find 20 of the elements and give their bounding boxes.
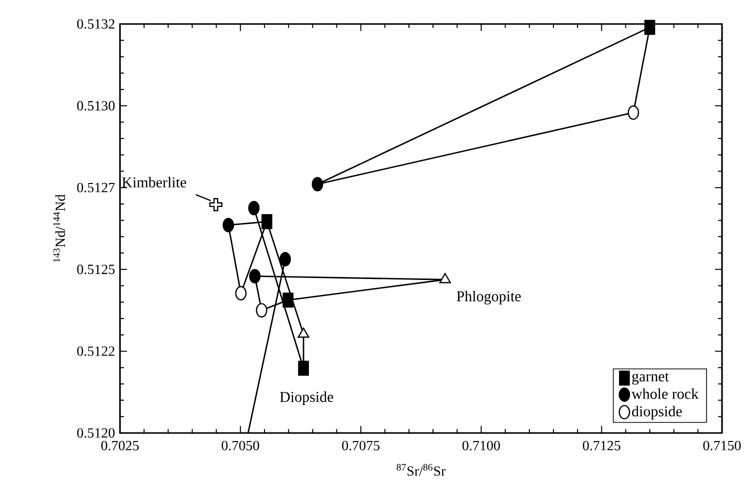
y-axis-title: $^{143}$Nd/$^{144}$Nd <box>53 194 66 262</box>
annotation: Phlogopite <box>456 290 521 304</box>
legend-label: whole rock <box>632 388 699 399</box>
x-tick-label: 0.7075 <box>342 440 380 450</box>
y-tick-label: 0.5122 <box>77 346 114 356</box>
x-tick-label: 0.7150 <box>703 440 741 450</box>
y-tick-label: 0.5130 <box>77 101 115 111</box>
x-tick-label: 0.7100 <box>462 440 500 450</box>
legend-label: diopside <box>632 406 682 420</box>
x-tick-label: 0.7025 <box>101 440 139 450</box>
annotation: Kimberlite <box>122 176 186 188</box>
y-tick-label: 0.5120 <box>77 428 115 438</box>
y-tick-label: 0.5125 <box>77 264 115 274</box>
annotation: Diopside <box>280 391 334 406</box>
x-tick-label: 0.7125 <box>582 440 620 450</box>
y-tick-label: 0.5127 <box>77 182 115 192</box>
x-axis-title: $^{87}$Sr/$^{86}$Sr <box>396 464 446 476</box>
y-tick-label: 0.5132 <box>77 19 114 29</box>
legend-label: garnet <box>632 372 669 385</box>
x-tick-label: 0.7050 <box>222 440 260 450</box>
